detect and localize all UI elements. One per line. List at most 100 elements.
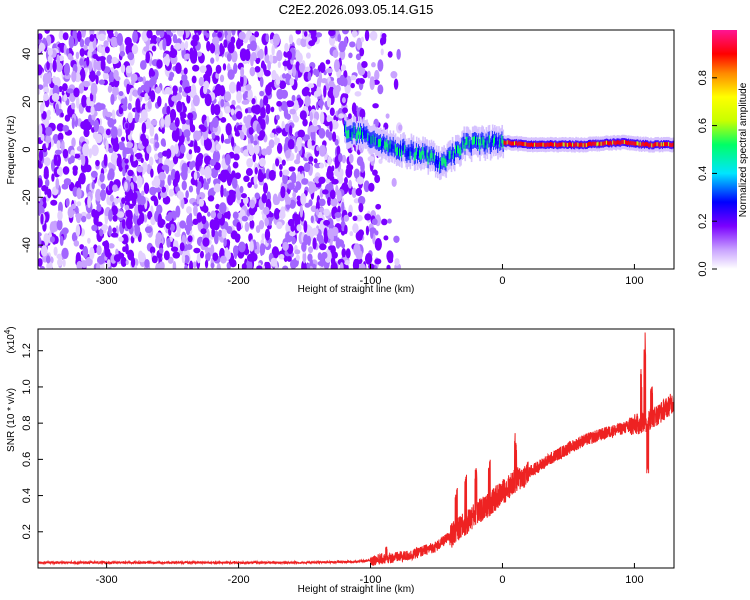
spectrogram-signal-core [643, 142, 646, 147]
spectrogram-signal-core [578, 143, 581, 148]
spectrogram-signal-core [424, 147, 426, 156]
spectrogram-noise-cell [330, 256, 336, 266]
spectrogram-signal-core [659, 142, 662, 147]
spectrogram-noise-cell [245, 84, 252, 91]
spectrogram-noise-cell [138, 195, 146, 206]
spectrogram-noise-cell [360, 36, 365, 43]
spectrogram-noise-cell [387, 218, 392, 224]
spectrogram-noise-cell [221, 228, 227, 239]
spectrogram-noise-cell [52, 221, 58, 227]
spectrogram-noise-cell [88, 60, 93, 72]
spectrogram-noise-cell [205, 251, 211, 262]
spectrogram-noise-cell [137, 76, 144, 82]
spectrogram-noise-cell [126, 141, 134, 149]
spectrogram-noise-cell [307, 138, 312, 150]
spectrogram-noise-cell [243, 175, 250, 183]
snr-y-ticks: 0.2 0.4 0.6 0.8 1.0 1.2 [21, 343, 43, 539]
spectrogram-signal-core [402, 143, 404, 152]
spectrogram-signal-core [440, 161, 442, 170]
spectrogram-noise-cell [107, 162, 113, 169]
spectrogram-noise-cell [254, 248, 260, 255]
spectrogram-noise-cell [317, 260, 325, 266]
spectrogram-noise-cell [339, 74, 346, 87]
spectrogram-signal-core [581, 143, 584, 148]
spectrogram-noise-cell [287, 51, 293, 60]
spectrogram-noise-cell [214, 183, 221, 190]
spectrogram-signal-core [590, 141, 592, 146]
spectrogram-noise-cell [63, 93, 68, 102]
spectrogram-noise-cell [73, 153, 81, 159]
spectrogram-noise-cell [184, 40, 189, 50]
spectrogram-noise-cell [40, 245, 48, 257]
spectrogram-noise-cell [224, 153, 231, 166]
spectrogram-noise-cell [233, 62, 238, 75]
spectrogram-signal-core [571, 143, 573, 148]
spectrogram-signal-core [453, 152, 456, 161]
spectrogram-noise-cell [348, 179, 352, 189]
spectrogram-noise-cell [317, 99, 325, 107]
snr-y-tick-label: 1.0 [21, 379, 33, 394]
spectrogram-noise-cell [88, 148, 92, 159]
spectrogram-noise-cell [79, 244, 85, 250]
spectrogram-noise-cell [282, 169, 290, 176]
snr-x-axis-title: Height of straight line (km) [298, 584, 415, 595]
spectrogram-noise-cell [125, 65, 133, 74]
spectrogram-noise-cell [314, 32, 323, 38]
spectrogram-noise-cell [359, 47, 365, 57]
spectrogram-noise-cell [264, 261, 271, 269]
spectrogram-noise-cell [314, 176, 320, 184]
spectrogram-signal-core [632, 141, 634, 146]
spectrogram-noise-cell [288, 34, 294, 45]
spectrogram-noise-cell [150, 119, 158, 126]
spectrogram-noise-cell [62, 259, 66, 267]
spectrogram-noise-cell [197, 152, 204, 161]
spectrogram-signal-core [660, 142, 663, 147]
spectrogram-noise-cell [65, 198, 70, 207]
spectrogram-noise-cell [391, 177, 397, 188]
spectrogram-signal-core [468, 139, 471, 148]
spectrogram-noise-cell [121, 197, 126, 205]
spectrogram-noise-cell [158, 171, 166, 181]
spectrogram-noise-cell [379, 37, 385, 46]
spectrogram-noise-cell [104, 46, 110, 54]
spectrogram-noise-cell [311, 227, 319, 236]
spectrogram-noise-cell [256, 123, 261, 135]
spectrogram-signal-core [593, 141, 595, 146]
spectrogram-noise-cell [99, 190, 107, 199]
spectrogram-noise-cell [142, 137, 149, 147]
spectrogram-noise-cell [326, 114, 331, 123]
spectrogram-noise-cell [153, 175, 161, 188]
spectrogram-signal-core [452, 151, 455, 160]
spectrogram-noise-cell [100, 224, 109, 231]
spectrogram-noise-cell [393, 235, 400, 243]
spectrogram-noise-cell [140, 109, 148, 122]
spectrogram-signal-core [502, 139, 505, 148]
spectrogram-noise-cell [62, 83, 68, 92]
spectrogram-noise-cell [205, 32, 210, 38]
spectrogram-signal-core [428, 150, 431, 159]
spectrogram-noise-cell [211, 117, 219, 129]
spectrogram-noise-cell [288, 166, 296, 172]
spectrogram-noise-cell [43, 157, 51, 167]
spectrogram-signal-core [479, 142, 481, 151]
spectrogram-x-ticks: -300 -200 -100 0 100 [96, 264, 644, 287]
spectrogram-noise-cell [121, 233, 129, 245]
spectrogram-noise-cell [303, 220, 308, 233]
spectrogram-signal-core [449, 150, 452, 159]
spectrogram-noise-cell [112, 141, 120, 153]
spectrogram-noise-cell [40, 213, 44, 225]
spectrogram-noise-cell [118, 141, 125, 151]
spectrogram-signal-core [658, 143, 661, 148]
spectrogram-noise-cell [371, 218, 378, 226]
spectrogram-noise-cell [385, 113, 390, 119]
spectrogram-noise-cell [143, 214, 148, 223]
spectrogram-noise-cell [56, 167, 63, 176]
spectrogram-noise-cell [294, 249, 301, 255]
spectrogram-signal-core [651, 143, 653, 148]
spectrogram-signal-core [663, 142, 666, 147]
spectrogram-noise-cell [270, 257, 278, 267]
spectrogram-noise-cell [38, 177, 43, 188]
spectrogram-noise-cell [44, 178, 50, 187]
snr-y-scale-exponent: 4 [3, 329, 12, 334]
